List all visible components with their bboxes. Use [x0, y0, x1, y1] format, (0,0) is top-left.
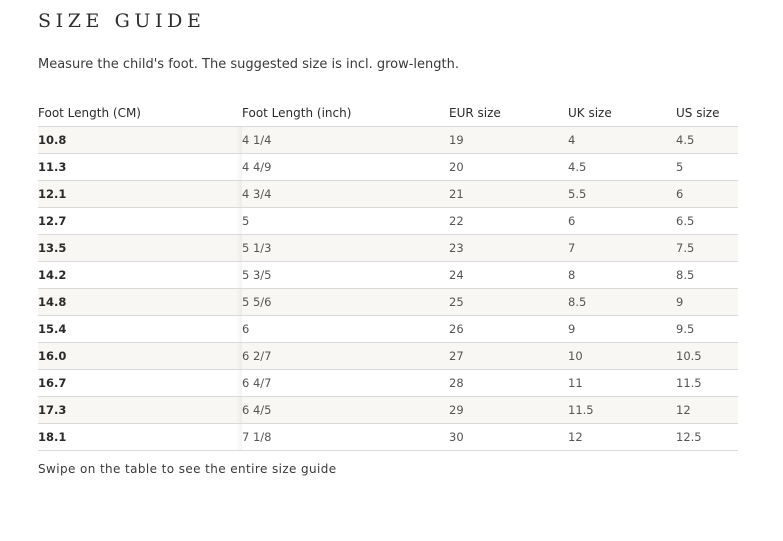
table-row: 12.1 4 3/4 21 5.5 6	[38, 180, 738, 208]
cell-foot-length-inch: 6	[242, 315, 449, 343]
cell-uk-size: 11.5	[568, 396, 676, 424]
cell-eur-size: 23	[449, 234, 568, 262]
size-table: Foot Length (CM) Foot Length (inch) EUR …	[38, 100, 738, 451]
cell-foot-length-inch: 4 1/4	[242, 126, 449, 154]
cell-foot-length-inch: 4 4/9	[242, 153, 449, 181]
table-row: 18.1 7 1/8 30 12 12.5	[38, 423, 738, 451]
cell-foot-length-cm: 17.3	[38, 396, 242, 424]
cell-us-size: 8.5	[676, 261, 738, 289]
cell-foot-length-cm: 11.3	[38, 153, 242, 181]
cell-eur-size: 29	[449, 396, 568, 424]
cell-eur-size: 30	[449, 423, 568, 451]
cell-eur-size: 19	[449, 126, 568, 154]
header-us-size: US size	[676, 100, 738, 127]
table-row: 14.8 5 5/6 25 8.5 9	[38, 288, 738, 316]
cell-foot-length-cm: 13.5	[38, 234, 242, 262]
cell-uk-size: 12	[568, 423, 676, 451]
cell-uk-size: 8.5	[568, 288, 676, 316]
cell-foot-length-cm: 12.1	[38, 180, 242, 208]
table-header-row: Foot Length (CM) Foot Length (inch) EUR …	[38, 100, 738, 127]
cell-foot-length-inch: 5 3/5	[242, 261, 449, 289]
cell-us-size: 6	[676, 180, 738, 208]
cell-uk-size: 4.5	[568, 153, 676, 181]
cell-eur-size: 24	[449, 261, 568, 289]
cell-eur-size: 22	[449, 207, 568, 235]
table-row: 14.2 5 3/5 24 8 8.5	[38, 261, 738, 289]
cell-eur-size: 27	[449, 342, 568, 370]
cell-eur-size: 20	[449, 153, 568, 181]
cell-foot-length-inch: 6 2/7	[242, 342, 449, 370]
cell-eur-size: 25	[449, 288, 568, 316]
table-row: 10.8 4 1/4 19 4 4.5	[38, 126, 738, 154]
header-uk-size: UK size	[568, 100, 676, 127]
cell-foot-length-cm: 10.8	[38, 126, 242, 154]
cell-us-size: 12.5	[676, 423, 738, 451]
cell-foot-length-inch: 5 1/3	[242, 234, 449, 262]
table-row: 15.4 6 26 9 9.5	[38, 315, 738, 343]
table-row: 17.3 6 4/5 29 11.5 12	[38, 396, 738, 424]
table-row: 13.5 5 1/3 23 7 7.5	[38, 234, 738, 262]
cell-foot-length-cm: 12.7	[38, 207, 242, 235]
cell-eur-size: 28	[449, 369, 568, 397]
cell-uk-size: 6	[568, 207, 676, 235]
cell-uk-size: 4	[568, 126, 676, 154]
header-foot-length-cm: Foot Length (CM)	[38, 100, 222, 127]
cell-foot-length-cm: 16.0	[38, 342, 242, 370]
cell-foot-length-cm: 14.8	[38, 288, 242, 316]
intro-text: Measure the child's foot. The suggested …	[38, 57, 460, 72]
cell-us-size: 7.5	[676, 234, 738, 262]
cell-foot-length-inch: 5	[242, 207, 449, 235]
cell-uk-size: 7	[568, 234, 676, 262]
table-row: 11.3 4 4/9 20 4.5 5	[38, 153, 738, 181]
page-title: SIZE GUIDE	[38, 10, 206, 32]
cell-us-size: 12	[676, 396, 738, 424]
cell-foot-length-inch: 6 4/7	[242, 369, 449, 397]
header-foot-length-inch: Foot Length (inch)	[242, 100, 449, 127]
cell-foot-length-cm: 15.4	[38, 315, 242, 343]
cell-foot-length-inch: 4 3/4	[242, 180, 449, 208]
table-body: 10.8 4 1/4 19 4 4.5 11.3 4 4/9 20 4.5 5 12.1 4 3/4 2…	[38, 126, 738, 451]
cell-uk-size: 11	[568, 369, 676, 397]
cell-foot-length-inch: 6 4/5	[242, 396, 449, 424]
cell-us-size: 10.5	[676, 342, 738, 370]
cell-us-size: 9.5	[676, 315, 738, 343]
cell-foot-length-inch: 5 5/6	[242, 288, 449, 316]
cell-foot-length-cm: 14.2	[38, 261, 242, 289]
cell-us-size: 9	[676, 288, 738, 316]
cell-us-size: 6.5	[676, 207, 738, 235]
cell-foot-length-cm: 16.7	[38, 369, 242, 397]
size-table-scroll-container[interactable]: Foot Length (CM) Foot Length (inch) EUR …	[38, 100, 738, 451]
cell-uk-size: 10	[568, 342, 676, 370]
header-eur-size: EUR size	[449, 100, 568, 127]
table-row: 16.0 6 2/7 27 10 10.5	[38, 342, 738, 370]
cell-uk-size: 5.5	[568, 180, 676, 208]
cell-us-size: 5	[676, 153, 738, 181]
cell-eur-size: 21	[449, 180, 568, 208]
cell-foot-length-inch: 7 1/8	[242, 423, 449, 451]
table-row: 12.7 5 22 6 6.5	[38, 207, 738, 235]
cell-us-size: 4.5	[676, 126, 738, 154]
cell-eur-size: 26	[449, 315, 568, 343]
cell-uk-size: 8	[568, 261, 676, 289]
swipe-hint: Swipe on the table to see the entire siz…	[38, 462, 337, 476]
cell-us-size: 11.5	[676, 369, 738, 397]
cell-uk-size: 9	[568, 315, 676, 343]
cell-foot-length-cm: 18.1	[38, 423, 242, 451]
table-row: 16.7 6 4/7 28 11 11.5	[38, 369, 738, 397]
